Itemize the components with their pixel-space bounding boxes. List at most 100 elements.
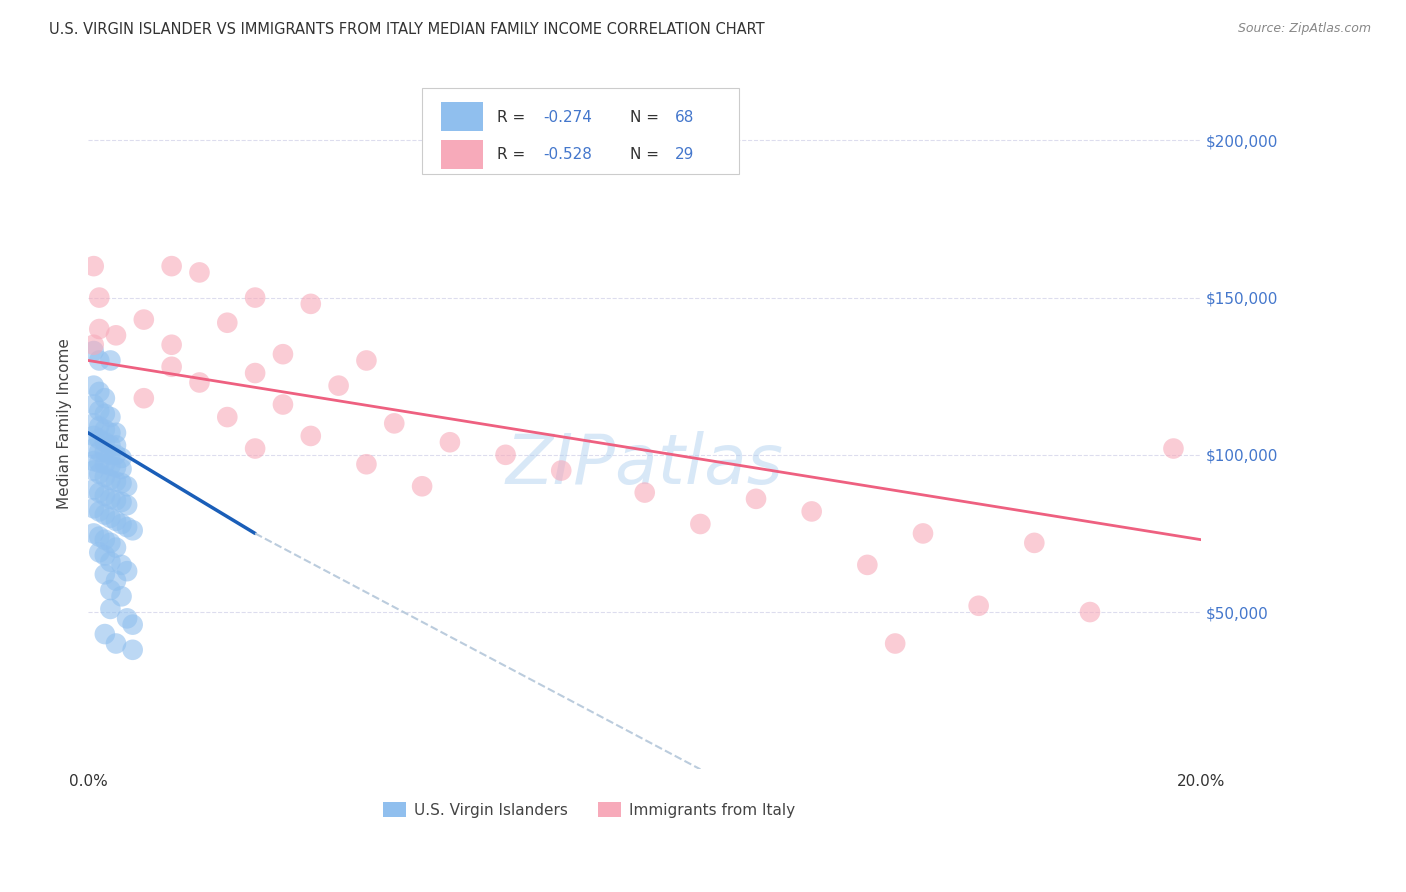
Point	[104, 438, 127, 452]
Point	[328, 378, 350, 392]
Text: -0.274: -0.274	[544, 110, 592, 125]
Point	[83, 526, 105, 541]
Point	[89, 419, 111, 434]
Point	[884, 636, 907, 650]
Point	[94, 407, 117, 421]
Point	[121, 642, 143, 657]
Point	[94, 470, 117, 484]
Point	[89, 432, 111, 446]
Point	[83, 344, 105, 359]
Point	[411, 479, 433, 493]
Point	[89, 322, 111, 336]
Point	[94, 435, 117, 450]
Point	[689, 516, 711, 531]
Point	[132, 391, 155, 405]
Point	[100, 410, 122, 425]
Bar	[441, 102, 484, 131]
Point	[89, 444, 111, 458]
Point	[104, 541, 127, 555]
Point	[104, 574, 127, 588]
Point	[94, 444, 117, 458]
Point	[110, 590, 132, 604]
Text: 29: 29	[675, 147, 695, 162]
Point	[100, 473, 122, 487]
Point	[160, 359, 183, 374]
Point	[94, 627, 117, 641]
Point	[243, 442, 266, 456]
Point	[83, 454, 105, 468]
Point	[100, 491, 122, 506]
Point	[115, 520, 138, 534]
Point	[104, 328, 127, 343]
Bar	[441, 140, 484, 169]
Point	[83, 501, 105, 516]
Point	[89, 353, 111, 368]
Point	[89, 404, 111, 418]
Point	[104, 475, 127, 489]
Point	[1163, 442, 1185, 456]
Point	[115, 564, 138, 578]
Point	[110, 495, 132, 509]
Text: ZIPatlas: ZIPatlas	[506, 432, 783, 499]
Point	[188, 376, 211, 390]
Point	[115, 498, 138, 512]
Legend: U.S. Virgin Islanders, Immigrants from Italy: U.S. Virgin Islanders, Immigrants from I…	[377, 796, 801, 824]
Point	[115, 611, 138, 625]
Point	[83, 417, 105, 431]
Point	[94, 508, 117, 522]
Point	[100, 582, 122, 597]
Point	[115, 479, 138, 493]
Point	[1078, 605, 1101, 619]
Point	[495, 448, 517, 462]
Point	[121, 617, 143, 632]
Point	[104, 636, 127, 650]
Point	[94, 549, 117, 563]
Point	[110, 462, 132, 476]
Point	[160, 259, 183, 273]
Point	[110, 476, 132, 491]
Point	[550, 464, 572, 478]
Point	[89, 545, 111, 559]
Point	[83, 442, 105, 456]
Text: R =: R =	[496, 147, 530, 162]
Point	[104, 493, 127, 508]
Y-axis label: Median Family Income: Median Family Income	[58, 338, 72, 508]
Point	[83, 259, 105, 273]
Point	[243, 291, 266, 305]
Point	[856, 558, 879, 572]
Point	[745, 491, 768, 506]
Point	[83, 464, 105, 478]
Point	[800, 504, 823, 518]
Point	[100, 438, 122, 452]
Point	[100, 458, 122, 473]
Point	[100, 353, 122, 368]
Point	[104, 425, 127, 440]
Point	[100, 510, 122, 524]
Text: R =: R =	[496, 110, 530, 125]
Point	[217, 410, 239, 425]
FancyBboxPatch shape	[422, 87, 740, 174]
Text: -0.528: -0.528	[544, 147, 592, 162]
Point	[83, 337, 105, 351]
Point	[83, 429, 105, 443]
Point	[94, 423, 117, 437]
Text: U.S. VIRGIN ISLANDER VS IMMIGRANTS FROM ITALY MEDIAN FAMILY INCOME CORRELATION C: U.S. VIRGIN ISLANDER VS IMMIGRANTS FROM …	[49, 22, 765, 37]
Point	[89, 530, 111, 544]
Point	[271, 347, 294, 361]
Point	[94, 489, 117, 503]
Point	[967, 599, 990, 613]
Point	[94, 533, 117, 547]
Point	[271, 397, 294, 411]
Point	[356, 457, 378, 471]
Point	[100, 448, 122, 462]
Point	[121, 524, 143, 538]
Point	[100, 555, 122, 569]
Point	[382, 417, 405, 431]
Point	[110, 450, 132, 465]
Point	[911, 526, 934, 541]
Point	[100, 602, 122, 616]
Text: 68: 68	[675, 110, 695, 125]
Point	[439, 435, 461, 450]
Point	[104, 514, 127, 528]
Point	[1024, 536, 1046, 550]
